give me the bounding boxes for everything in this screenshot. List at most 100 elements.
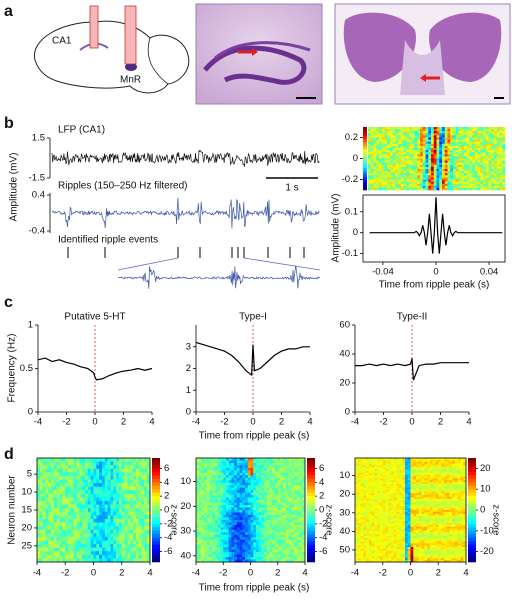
heatmap-cell: [499, 164, 503, 168]
y-tick-label: 25: [21, 540, 32, 551]
heatmap-cell: [411, 185, 415, 189]
heatmap-cell: [37, 504, 41, 509]
heatmap-cell: [209, 507, 213, 511]
heatmap-cell: [135, 504, 139, 509]
heatmap-cell: [485, 171, 489, 174]
heatmap-cell: [409, 127, 413, 130]
heatmap-cell: [404, 463, 409, 466]
heatmap-cell: [463, 461, 467, 464]
heatmap-cell: [420, 145, 424, 149]
heatmap-cell: [376, 164, 380, 168]
heatmap-cell: [439, 187, 443, 191]
heatmap-cell: [460, 458, 464, 461]
heatmap-cell: [59, 508, 63, 513]
colorbar-tick-label: -2: [319, 518, 327, 529]
heatmap-cell: [272, 517, 276, 521]
heatmap-cell: [118, 522, 123, 527]
heatmap-cell: [499, 179, 503, 182]
heatmap-cell: [65, 544, 69, 548]
heatmap-cell: [474, 171, 478, 174]
heatmap-cell: [196, 495, 200, 498]
heatmap-cell: [280, 475, 284, 479]
heatmap-cell: [37, 547, 41, 552]
heatmap-cell: [107, 540, 111, 545]
heatmap-cell: [414, 185, 418, 189]
heatmap-cell: [449, 463, 453, 466]
heatmap-cell: [288, 517, 292, 521]
heatmap-cell: [472, 145, 476, 149]
heatmap-cell: [370, 137, 374, 140]
heatmap-cell: [261, 497, 265, 501]
heatmap-cell: [269, 490, 273, 493]
heatmap-cell: [480, 127, 484, 130]
heatmap-cell: [223, 477, 227, 481]
heatmap-cell: [488, 141, 492, 145]
heatmap-cell: [87, 540, 91, 545]
heatmap-cell: [247, 537, 251, 541]
heatmap-cell: [275, 537, 279, 541]
heatmap-cell: [223, 507, 227, 511]
heatmap-cell: [133, 540, 137, 545]
heatmap-cell: [269, 514, 273, 518]
heatmap-cell: [247, 517, 251, 521]
heatmap-cell: [494, 139, 498, 142]
heatmap-cell: [444, 171, 448, 174]
heatmap-cell: [294, 514, 298, 518]
heatmap-cell: [431, 127, 435, 130]
heatmap-cell: [443, 469, 447, 472]
heatmap-cell: [275, 482, 279, 486]
heatmap-cell: [474, 133, 478, 136]
heatmap-cell: [302, 475, 306, 479]
heatmap-cell: [37, 511, 41, 516]
heatmap-cell: [444, 148, 448, 151]
heatmap-cell: [37, 536, 41, 541]
heatmap-cell: [215, 519, 219, 523]
heatmap-cell: [368, 143, 372, 147]
heatmap-cell: [269, 549, 273, 553]
heatmap-cell: [294, 510, 298, 513]
heatmap-cell: [393, 467, 397, 470]
heatmap-cell: [494, 131, 498, 134]
heatmap-cell: [247, 495, 251, 498]
heatmap-cell: [245, 522, 249, 526]
heatmap-cell: [485, 129, 489, 132]
heatmap-cell: [499, 169, 503, 172]
heatmap-cell: [400, 160, 404, 163]
colorbar-cell: [307, 541, 315, 545]
heatmap-cell: [285, 472, 289, 476]
heatmap-cell: [384, 187, 388, 191]
heatmap-cell: [277, 552, 281, 555]
heatmap-cell: [428, 181, 432, 184]
heatmap-cell: [215, 537, 219, 541]
heatmap-cell: [452, 471, 456, 474]
heatmap-cell: [269, 497, 273, 501]
heatmap-cell: [455, 183, 459, 187]
heatmap-cell: [280, 485, 284, 489]
heatmap-cell: [420, 166, 424, 170]
heatmap-cell: [70, 504, 75, 509]
heatmap-cell: [239, 522, 243, 526]
heatmap-cell: [432, 459, 436, 463]
colorbar-cell: [152, 478, 160, 483]
heatmap-cell: [283, 480, 287, 484]
heatmap-cell: [42, 515, 46, 520]
heatmap-cell: [378, 175, 382, 178]
heatmap-cell: [420, 143, 424, 147]
heatmap-cell: [196, 534, 200, 538]
heatmap-cell: [384, 185, 388, 189]
heatmap-cell: [376, 175, 380, 178]
heatmap-cell: [141, 461, 145, 466]
heatmap-cell: [431, 152, 435, 155]
heatmap-cell: [242, 512, 246, 516]
heatmap-cell: [417, 169, 421, 172]
heatmap-cell: [250, 539, 254, 543]
heatmap-cell: [420, 156, 424, 159]
heatmap-cell: [389, 150, 393, 153]
heatmap-cell: [121, 518, 125, 523]
heatmap-cell: [269, 512, 273, 516]
heatmap-cell: [466, 141, 470, 145]
heatmap-cell: [378, 171, 382, 174]
heatmap-cell: [425, 175, 429, 178]
heatmap-cell: [56, 504, 60, 509]
heatmap-cell: [392, 158, 396, 161]
